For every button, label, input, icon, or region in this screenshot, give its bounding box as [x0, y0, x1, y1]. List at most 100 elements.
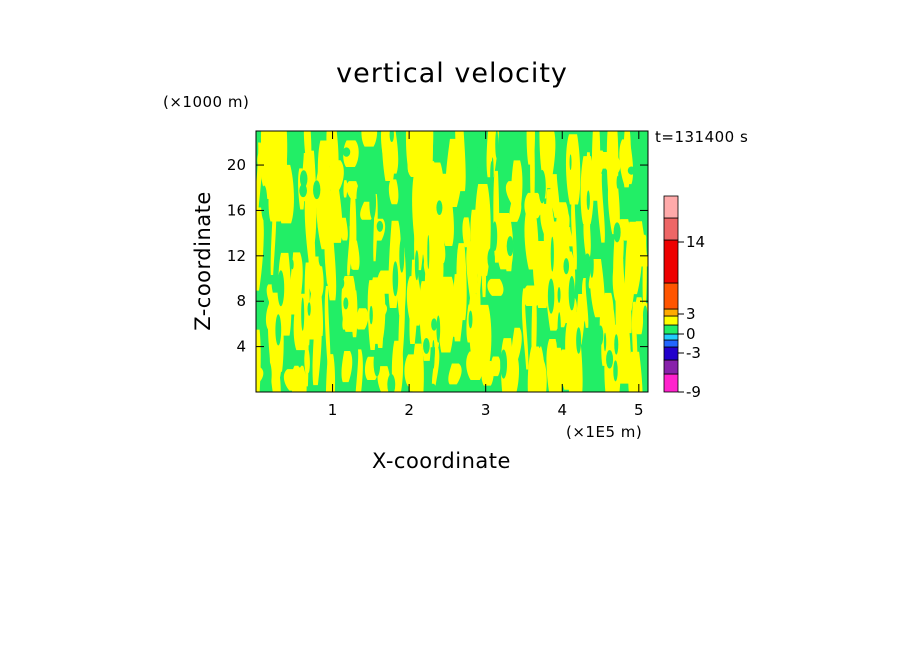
field-streak — [445, 138, 464, 207]
velocity-field — [256, 131, 648, 392]
field-speckle — [291, 259, 294, 270]
field-streak — [559, 303, 566, 319]
field-speckle — [500, 349, 508, 379]
field-speckle — [277, 270, 285, 307]
field-speckle — [392, 261, 399, 297]
field-streak — [406, 131, 412, 172]
field-streak — [462, 217, 471, 248]
field-streak — [524, 207, 539, 270]
field-streak — [270, 199, 277, 222]
field-speckle — [337, 276, 345, 290]
x-axis-ticks: 1 2 3 4 5 — [328, 131, 644, 419]
field-streak — [476, 304, 492, 368]
field-speckle — [584, 253, 590, 265]
field-streak — [526, 131, 535, 165]
field-streak — [631, 301, 638, 382]
field-streak — [624, 238, 636, 311]
field-streak — [448, 363, 462, 385]
field-speckle — [369, 305, 373, 325]
field-speckle — [431, 318, 437, 331]
field-streak — [618, 219, 633, 241]
colorbar-tick-label: 3 — [686, 305, 696, 323]
field-streak — [355, 349, 363, 392]
field-streak — [256, 209, 264, 256]
time-stamp: t=131400 s — [655, 128, 749, 146]
field-streak — [341, 350, 353, 383]
field-speckle — [614, 334, 619, 355]
field-speckle — [275, 314, 282, 346]
field-streak — [470, 209, 478, 294]
field-streak — [256, 367, 264, 382]
colorbar-tick-label: -3 — [686, 344, 701, 362]
field-streak — [512, 170, 519, 189]
field-streak — [276, 164, 294, 224]
field-speckle — [307, 302, 311, 316]
field-speckle — [389, 131, 394, 143]
field-streak — [361, 131, 378, 147]
y-tick-label: 8 — [236, 292, 246, 310]
field-streak — [351, 290, 358, 338]
field-streak — [328, 188, 343, 243]
colorbar-swatch — [663, 308, 679, 317]
field-streak — [623, 131, 631, 188]
field-streak — [580, 156, 594, 225]
field-streak — [324, 232, 330, 284]
field-speckle — [436, 315, 441, 343]
field-speckle — [586, 190, 590, 211]
field-streak — [414, 185, 426, 271]
field-streak — [388, 179, 399, 205]
field-streak — [523, 285, 541, 307]
colorbar-tick-label: 0 — [686, 325, 696, 343]
field-speckle — [606, 350, 614, 369]
field-speckle — [627, 166, 636, 175]
field-streak — [570, 311, 586, 327]
field-streak — [269, 340, 281, 392]
y-tick-label: 12 — [227, 247, 246, 265]
field-streak — [374, 283, 383, 348]
field-streak — [342, 308, 352, 330]
field-streak — [377, 366, 391, 392]
field-streak — [550, 174, 560, 218]
field-streak — [380, 131, 399, 174]
field-streak — [356, 308, 369, 330]
field-speckle — [343, 297, 349, 310]
x-tick-label: 4 — [557, 401, 567, 419]
field-streak — [326, 131, 339, 175]
field-streak — [265, 304, 279, 330]
field-streak — [304, 185, 316, 273]
colorbar-swatch — [663, 315, 679, 326]
field-speckle — [436, 200, 443, 216]
field-streak — [346, 181, 360, 199]
field-speckle — [293, 164, 296, 177]
colorbar-swatch — [663, 324, 679, 335]
plot-frame — [255, 130, 649, 393]
field-speckle — [506, 236, 514, 257]
field-speckle — [318, 250, 325, 267]
field-streak — [511, 327, 522, 360]
field-speckle — [538, 218, 541, 236]
field-speckle — [356, 184, 362, 212]
field-streak — [283, 369, 301, 391]
field-speckle — [477, 158, 483, 172]
field-speckle — [538, 169, 546, 204]
field-streak — [583, 213, 591, 257]
field-speckle — [414, 250, 419, 281]
field-streak — [553, 347, 563, 392]
colorbar-swatch — [663, 195, 679, 219]
field-streak — [551, 227, 563, 293]
field-streak — [562, 212, 570, 234]
field-speckle — [376, 220, 384, 232]
field-streak — [404, 354, 422, 387]
field-speckle — [495, 131, 499, 159]
field-speckle — [569, 154, 572, 171]
field-streak — [621, 340, 631, 381]
field-speckle — [266, 218, 270, 240]
field-speckle — [399, 237, 405, 273]
x-tick-label: 5 — [634, 401, 644, 419]
field-streak — [343, 140, 359, 168]
field-speckle — [563, 258, 570, 275]
field-speckle — [263, 360, 272, 390]
field-streak — [315, 280, 324, 337]
y-axis-label: Z-coordinate — [191, 191, 215, 331]
